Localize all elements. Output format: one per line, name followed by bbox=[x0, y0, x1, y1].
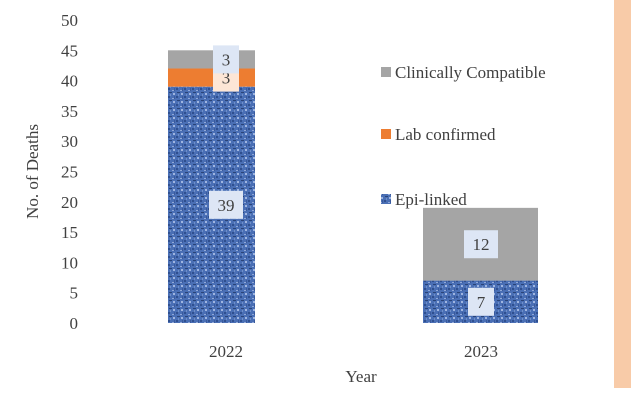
data-label: 39 bbox=[218, 196, 235, 215]
legend-swatch bbox=[381, 194, 391, 204]
data-label: 7 bbox=[477, 293, 486, 312]
data-label: 12 bbox=[473, 235, 490, 254]
legend-label: Epi-linked bbox=[395, 190, 467, 209]
bar-2022-clinically-compatible bbox=[168, 50, 255, 69]
data-label-box bbox=[213, 45, 239, 74]
bar-2022-lab-confirmed bbox=[168, 68, 255, 87]
data-label: 3 bbox=[222, 69, 231, 88]
y-tick-label: 10 bbox=[61, 253, 78, 272]
y-tick-label: 45 bbox=[61, 41, 78, 60]
legend-swatch bbox=[381, 67, 391, 77]
x-tick-label: 2022 bbox=[209, 342, 243, 361]
y-tick-label: 20 bbox=[61, 193, 78, 212]
y-tick-label: 30 bbox=[61, 132, 78, 151]
x-axis-title: Year bbox=[345, 367, 377, 386]
y-tick-label: 35 bbox=[61, 102, 78, 121]
y-tick-label: 25 bbox=[61, 163, 78, 182]
right-edge-decoration bbox=[614, 0, 631, 388]
legend-swatch bbox=[381, 129, 391, 139]
y-tick-label: 50 bbox=[61, 11, 78, 30]
data-label: 3 bbox=[222, 50, 231, 69]
y-axis-title: No. of Deaths bbox=[23, 124, 42, 219]
data-label-box bbox=[468, 287, 494, 316]
y-tick-label: 0 bbox=[70, 314, 79, 333]
y-tick-label: 5 bbox=[70, 284, 79, 303]
legend-label: Clinically Compatible bbox=[395, 63, 546, 82]
y-tick-label: 40 bbox=[61, 72, 78, 91]
data-label-box bbox=[464, 230, 498, 259]
data-label-box bbox=[209, 190, 243, 219]
legend-label: Lab confirmed bbox=[395, 125, 496, 144]
x-tick-label: 2023 bbox=[464, 342, 498, 361]
y-tick-label: 15 bbox=[61, 223, 78, 242]
